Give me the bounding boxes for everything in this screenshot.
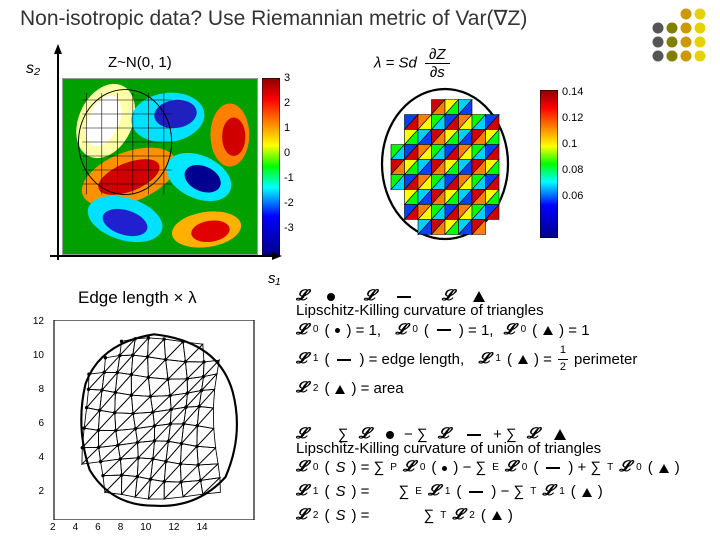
fraction-numerator: ∂Z xyxy=(425,46,450,64)
brain-mesh-colored xyxy=(370,80,520,248)
heatmap-colorbar-ticks: 3210-1-2-3 xyxy=(284,72,294,247)
axis-s1-label: s₁ xyxy=(268,270,280,287)
brain2-xticks: 2468101214 xyxy=(50,522,225,533)
lambda-lhs: λ = Sd xyxy=(374,54,417,71)
brain1-colorbar-ticks: 0.140.120.10.080.06 xyxy=(562,86,583,216)
lk-triangles-title: Lipschitz-Killing curvature of triangles xyxy=(296,300,680,322)
lk-union-title: Lipschitz-Killing curvature of union of … xyxy=(296,438,680,460)
slide-title: Non-isotropic data? Use Riemannian metri… xyxy=(20,6,527,31)
lambda-fraction: ∂Z ∂s xyxy=(425,46,450,81)
axis-s2-label: s₂ xyxy=(26,60,40,78)
edge-length-label: Edge length × λ xyxy=(78,288,197,308)
brain-mesh-scaled xyxy=(46,320,262,520)
brain1-colorbar xyxy=(540,90,558,238)
axis-frame xyxy=(44,44,284,270)
decorative-dots xyxy=(650,6,714,75)
brain2-yticks: 12108642 xyxy=(30,316,44,520)
formula-block: 𝓛 𝓛 𝓛 Lipschitz-Killing curvature of tri… xyxy=(296,286,680,541)
fraction-denominator: ∂s xyxy=(425,64,450,81)
lambda-equation: λ = Sd ∂Z ∂s xyxy=(374,46,450,81)
